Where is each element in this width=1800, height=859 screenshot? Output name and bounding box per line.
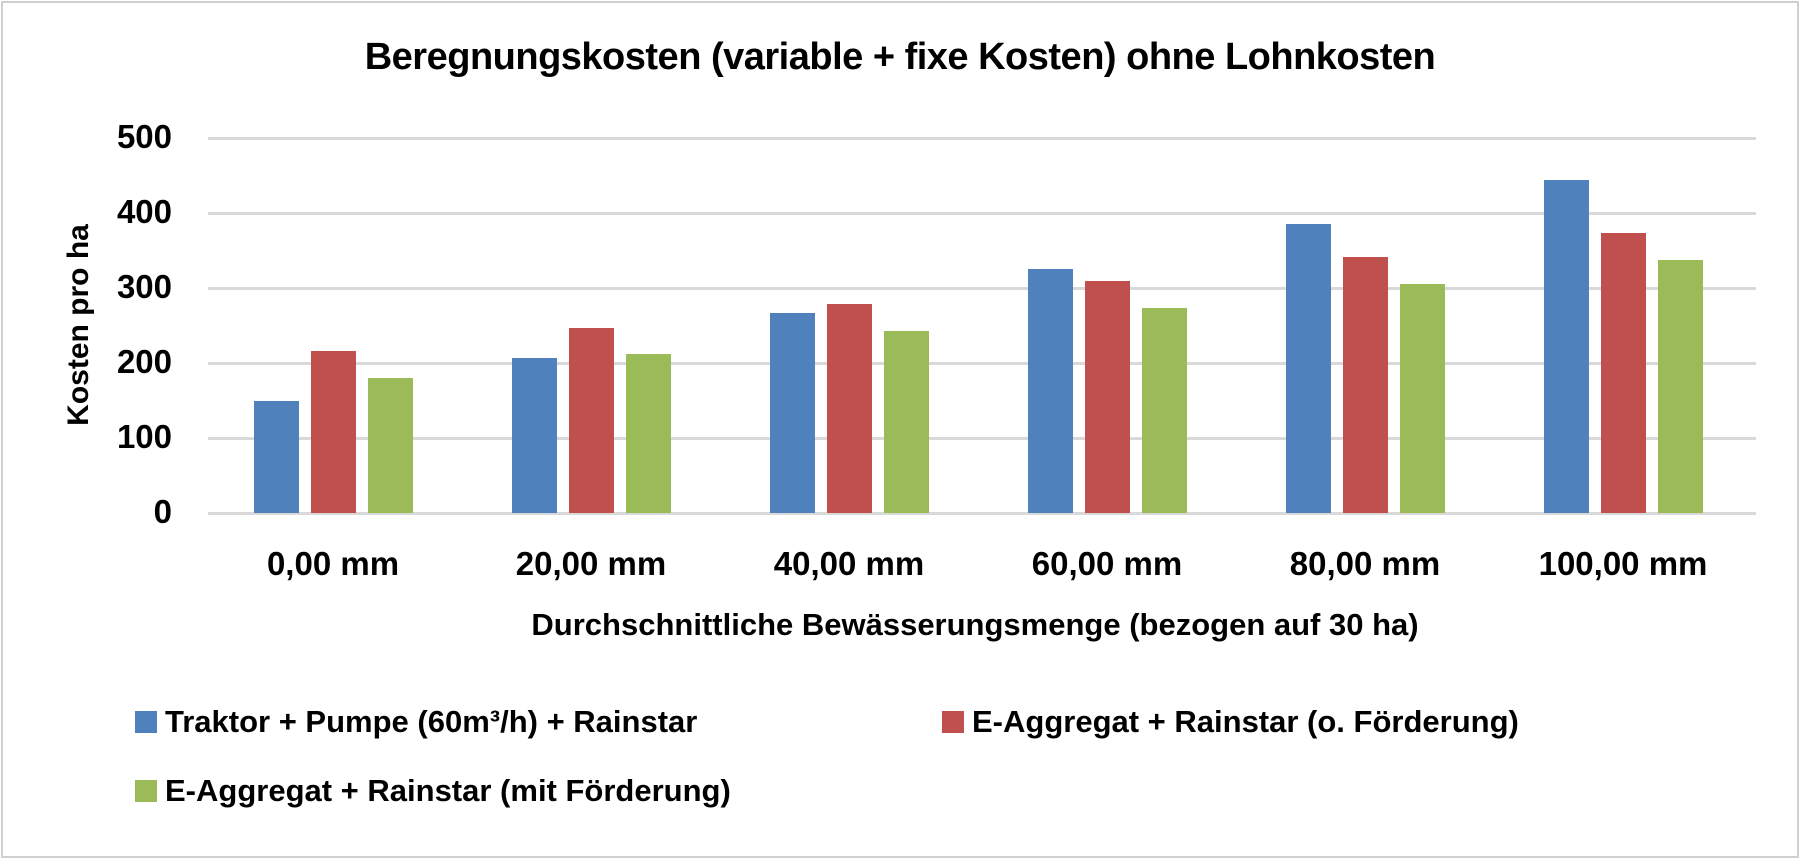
bar (1141, 307, 1187, 513)
legend-label: Traktor + Pumpe (60m³/h) + Rainstar (165, 704, 698, 739)
x-tick-label: 20,00 mm (515, 545, 667, 582)
legend-item: E-Aggregat + Rainstar (o. Förderung) (942, 704, 1519, 740)
bar (1342, 256, 1388, 513)
bar (253, 401, 299, 513)
legend-swatch-icon (135, 780, 157, 802)
x-tick-label: 0,00 mm (266, 545, 400, 582)
legend-swatch-icon (135, 711, 157, 733)
bar (1084, 281, 1130, 513)
x-axis-label: Durchschnittliche Bewässerungsmenge (bez… (531, 607, 1419, 642)
bar (625, 354, 671, 513)
gridline (208, 137, 1756, 140)
bar (511, 357, 557, 513)
gridline (208, 212, 1756, 215)
bar (826, 303, 872, 513)
chart-title: Beregnungskosten (variable + fixe Kosten… (364, 36, 1436, 78)
y-tick-label: 200 (116, 343, 172, 380)
bar (883, 330, 929, 513)
bar (1543, 180, 1589, 513)
y-tick-label: 300 (116, 268, 172, 305)
y-tick-label: 400 (116, 193, 172, 230)
legend-item: Traktor + Pumpe (60m³/h) + Rainstar (135, 704, 697, 740)
bar (367, 378, 413, 513)
x-tick-label: 40,00 mm (773, 545, 925, 582)
bar (1027, 268, 1073, 513)
gridline (208, 437, 1756, 440)
y-tick-label: 0 (153, 493, 172, 530)
x-tick-label: 100,00 mm (1538, 545, 1708, 582)
gridline (208, 512, 1756, 515)
x-tick-label: 80,00 mm (1289, 545, 1441, 582)
y-tick-label: 100 (116, 418, 172, 455)
bar (1285, 224, 1331, 513)
bar (568, 327, 614, 513)
y-tick-label: 500 (116, 118, 172, 155)
legend-label: E-Aggregat + Rainstar (o. Förderung) (972, 704, 1519, 739)
x-tick-label: 60,00 mm (1031, 545, 1183, 582)
bar (310, 351, 356, 513)
legend-swatch-icon (942, 711, 964, 733)
y-axis-label: Kosten pro ha (62, 224, 95, 426)
bar (1657, 259, 1703, 513)
bar (769, 312, 815, 513)
gridline (208, 362, 1756, 365)
legend-label: E-Aggregat + Rainstar (mit Förderung) (165, 773, 731, 808)
gridline (208, 287, 1756, 290)
bar (1600, 233, 1646, 513)
legend-item: E-Aggregat + Rainstar (mit Förderung) (135, 773, 731, 809)
bar (1399, 283, 1445, 513)
